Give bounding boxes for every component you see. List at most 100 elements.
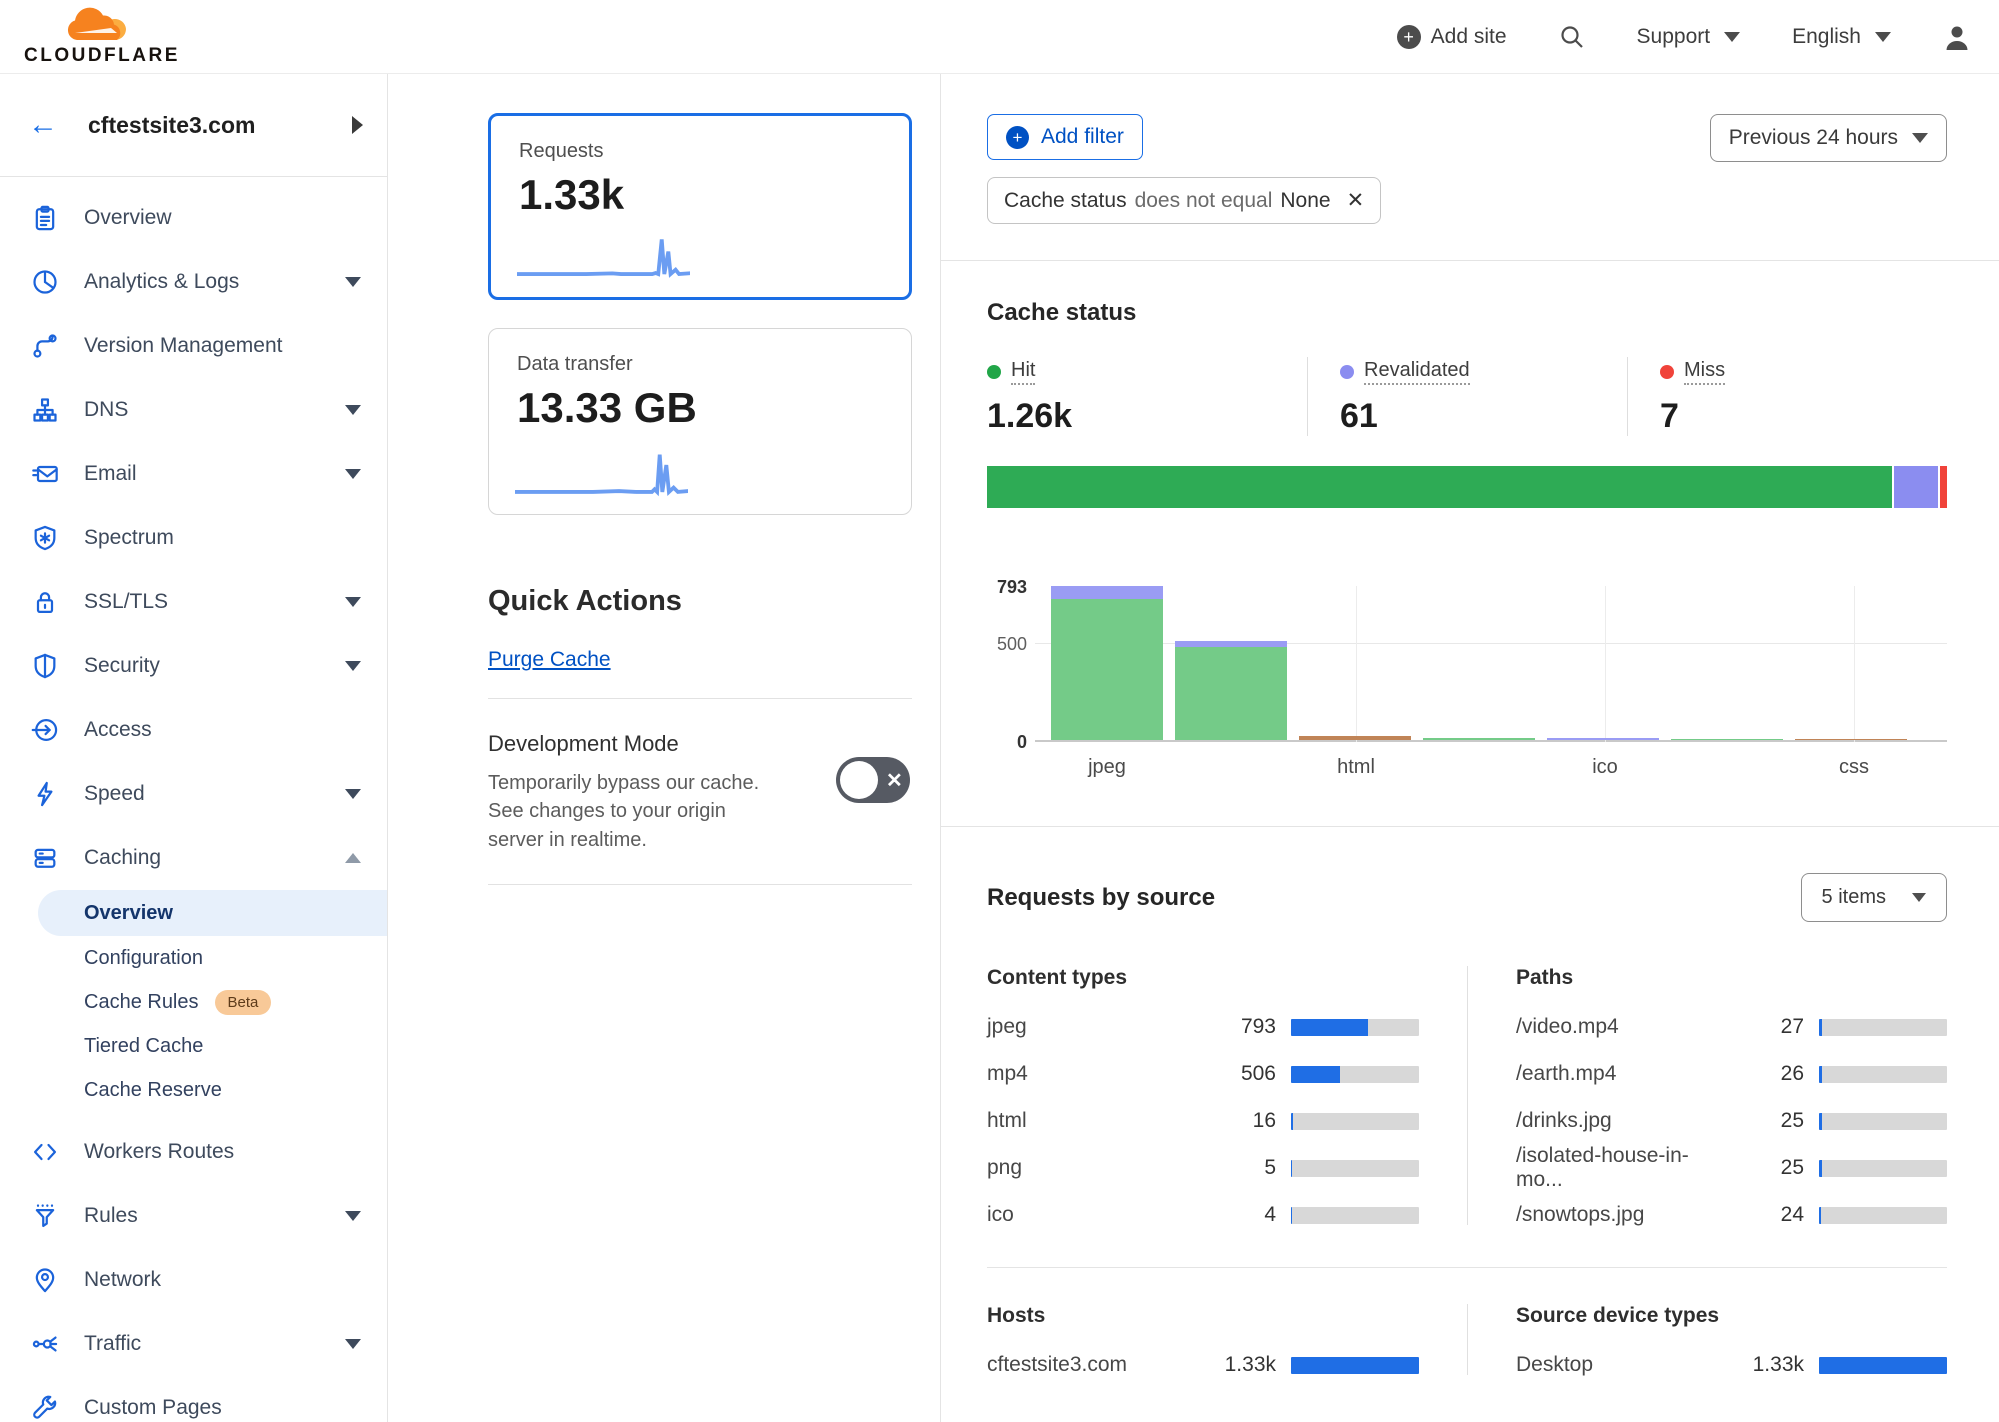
hierarchy-icon bbox=[30, 395, 60, 425]
chevron-down-icon bbox=[1875, 31, 1891, 42]
cache-status-filter-chip[interactable]: Cache status does not equal None ✕ bbox=[987, 177, 1382, 224]
language-menu[interactable]: English bbox=[1792, 25, 1891, 49]
cache-status-stacked-bar bbox=[987, 466, 1947, 508]
bars bbox=[1051, 586, 1907, 740]
summary-column: Requests 1.33k Data transfer 13.33 GB Qu… bbox=[388, 74, 941, 1422]
data-transfer-label: Data transfer bbox=[517, 353, 633, 375]
sidebar-item-access[interactable]: Access bbox=[0, 698, 387, 762]
items-count-dropdown[interactable]: 5 items bbox=[1800, 873, 1947, 922]
add-filter-label: Add filter bbox=[1041, 125, 1124, 148]
cloudflare-logo[interactable]: CLOUDFLARE bbox=[24, 6, 180, 67]
purge-cache-link[interactable]: Purge Cache bbox=[488, 648, 611, 671]
back-arrow-icon[interactable]: ← bbox=[28, 108, 58, 141]
gridline-vertical bbox=[1356, 586, 1357, 742]
sidebar-item-rules[interactable]: Rules bbox=[0, 1184, 387, 1248]
language-label: English bbox=[1792, 24, 1861, 48]
paths-table: Paths /video.mp4 27 /earth.mp4 26 / bbox=[1467, 966, 1947, 1226]
time-range-value: Previous 24 hours bbox=[1728, 126, 1898, 149]
hosts-devices-row: Hosts cftestsite3.com 1.33k Source devic… bbox=[987, 1268, 1947, 1376]
beta-badge: Beta bbox=[214, 989, 272, 1015]
nav-label: Security bbox=[84, 654, 160, 677]
sidebar-item-workers-routes[interactable]: Workers Routes bbox=[0, 1120, 387, 1184]
chevron-down-icon bbox=[345, 597, 361, 607]
requests-by-source-title: Requests by source bbox=[987, 883, 1216, 911]
sidebar: ← cftestsite3.com Overview Analytics & L… bbox=[0, 74, 388, 1422]
hit-label[interactable]: Hit bbox=[1011, 359, 1036, 385]
sidebar-item-caching[interactable]: Caching bbox=[0, 826, 387, 890]
sidebar-item-network[interactable]: Network bbox=[0, 1248, 387, 1312]
filter-section: + Add filter Previous 24 hours Cache sta… bbox=[941, 74, 1999, 261]
source-device-types-title: Source device types bbox=[1516, 1304, 1720, 1327]
subnav-item-tiered-cache[interactable]: Tiered Cache bbox=[0, 1024, 387, 1068]
add-filter-button[interactable]: + Add filter bbox=[987, 114, 1143, 160]
wrench-icon bbox=[30, 1393, 60, 1422]
subnav-item-configuration[interactable]: Configuration bbox=[0, 936, 387, 980]
site-name[interactable]: cftestsite3.com bbox=[88, 111, 256, 138]
nav-label: Version Management bbox=[84, 334, 283, 357]
chevron-down-icon bbox=[1912, 133, 1928, 143]
caching-submenu: Overview Configuration Cache Rules Beta … bbox=[0, 890, 387, 1112]
table-row: ico 4 bbox=[987, 1203, 1419, 1226]
development-mode-toggle[interactable]: ✕ bbox=[836, 757, 910, 803]
sidebar-item-ssl-tls[interactable]: SSL/TLS bbox=[0, 570, 387, 634]
miss-label[interactable]: Miss bbox=[1684, 359, 1726, 385]
sidebar-item-email[interactable]: Email bbox=[0, 442, 387, 506]
hosts-table: Hosts cftestsite3.com 1.33k bbox=[987, 1304, 1467, 1376]
plus-icon: + bbox=[1396, 24, 1421, 49]
chevron-down-icon bbox=[345, 405, 361, 415]
stat-hit: Hit 1.26k bbox=[987, 357, 1307, 436]
sidebar-item-dns[interactable]: DNS bbox=[0, 378, 387, 442]
sidebar-item-security[interactable]: Security bbox=[0, 634, 387, 698]
location-pin-icon bbox=[30, 1265, 60, 1295]
add-site-button[interactable]: + Add site bbox=[1396, 24, 1507, 49]
time-range-dropdown[interactable]: Previous 24 hours bbox=[1709, 114, 1947, 162]
top-bar-actions: + Add site Support English bbox=[1396, 23, 1971, 51]
subnav-item-overview[interactable]: Overview bbox=[38, 890, 387, 936]
sidebar-item-custom-pages[interactable]: Custom Pages bbox=[0, 1376, 387, 1422]
hit-value: 1.26k bbox=[987, 397, 1073, 435]
sidebar-item-overview[interactable]: Overview bbox=[0, 186, 387, 250]
chevron-up-icon bbox=[345, 853, 361, 863]
chevron-right-icon[interactable] bbox=[352, 116, 363, 134]
search-icon[interactable] bbox=[1559, 24, 1585, 50]
chevron-down-icon bbox=[345, 469, 361, 479]
cache-status-title: Cache status bbox=[987, 299, 1137, 326]
nav-label: Traffic bbox=[84, 1332, 142, 1355]
remove-filter-icon[interactable]: ✕ bbox=[1346, 189, 1365, 212]
subnav-item-cache-reserve[interactable]: Cache Reserve bbox=[0, 1068, 387, 1112]
development-mode-title: Development Mode bbox=[488, 731, 679, 756]
revalidated-value: 61 bbox=[1340, 397, 1378, 435]
sidebar-item-speed[interactable]: Speed bbox=[0, 762, 387, 826]
top-bar: CLOUDFLARE + Add site Support English bbox=[0, 0, 1999, 74]
stat-revalidated: Revalidated 61 bbox=[1307, 357, 1627, 436]
revalidated-label[interactable]: Revalidated bbox=[1364, 359, 1470, 385]
requests-metric-card[interactable]: Requests 1.33k bbox=[488, 113, 912, 300]
gridline-vertical bbox=[1605, 586, 1606, 742]
nav-label: Email bbox=[84, 462, 137, 485]
nav-label: DNS bbox=[84, 398, 129, 421]
sidebar-item-spectrum[interactable]: Spectrum bbox=[0, 506, 387, 570]
table-row: html 16 bbox=[987, 1109, 1419, 1132]
logo-wordmark: CLOUDFLARE bbox=[24, 45, 180, 66]
nav-label: Analytics & Logs bbox=[84, 270, 240, 293]
user-account-icon[interactable] bbox=[1943, 23, 1971, 51]
subnav-label: Cache Reserve bbox=[84, 1078, 222, 1101]
subnav-item-cache-rules[interactable]: Cache Rules Beta bbox=[0, 980, 387, 1024]
nav-label: SSL/TLS bbox=[84, 590, 169, 613]
content-types-table: Content types jpeg 793 mp4 506 html bbox=[987, 966, 1467, 1226]
revalidated-dot-icon bbox=[1340, 365, 1354, 379]
support-menu[interactable]: Support bbox=[1637, 25, 1741, 49]
sidebar-item-version-management[interactable]: Version Management bbox=[0, 314, 387, 378]
table-row: Desktop 1.33k bbox=[1516, 1353, 1947, 1376]
bar-css bbox=[1795, 586, 1907, 740]
data-transfer-metric-card[interactable]: Data transfer 13.33 GB bbox=[488, 328, 912, 515]
paths-title: Paths bbox=[1516, 966, 1574, 989]
development-mode-description: Temporarily bypass our cache. See change… bbox=[488, 772, 760, 851]
nav-label: Custom Pages bbox=[84, 1396, 222, 1419]
sidebar-item-traffic[interactable]: Traffic bbox=[0, 1312, 387, 1376]
subnav-label: Overview bbox=[84, 901, 173, 924]
miss-dot-icon bbox=[1660, 365, 1674, 379]
subnav-label: Cache Rules bbox=[84, 990, 199, 1013]
table-row: cftestsite3.com 1.33k bbox=[987, 1353, 1419, 1376]
sidebar-item-analytics-logs[interactable]: Analytics & Logs bbox=[0, 250, 387, 314]
